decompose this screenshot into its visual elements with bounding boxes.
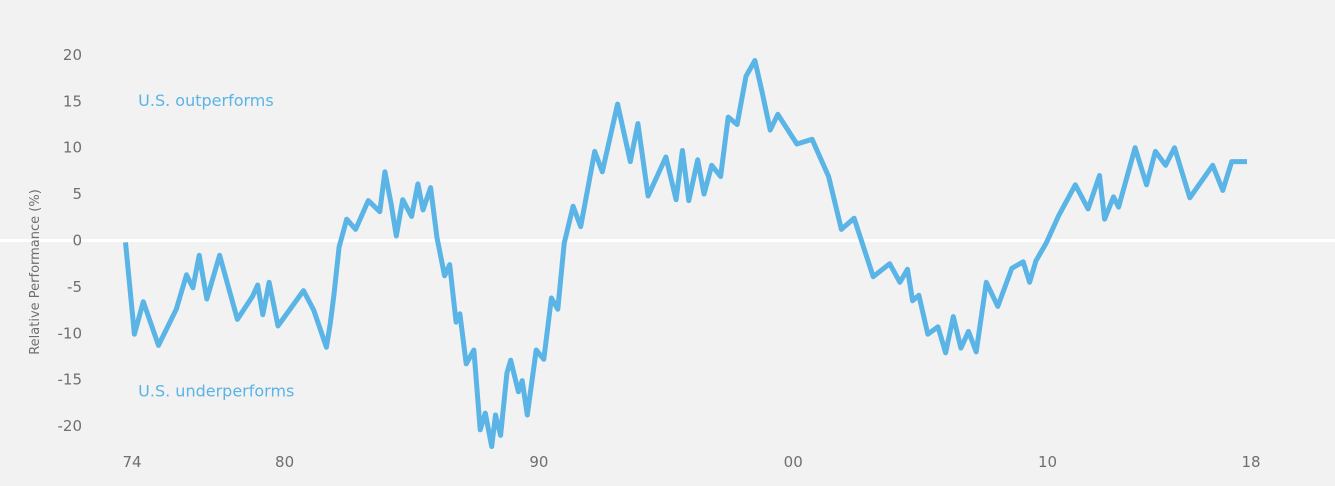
y-tick-label: -5 bbox=[67, 278, 82, 296]
annotation-underperforms: U.S. underperforms bbox=[138, 381, 294, 400]
y-tick-label: -10 bbox=[58, 324, 83, 342]
y-axis-title: Relative Performance (%) bbox=[28, 189, 43, 355]
x-tick-label: 10 bbox=[1038, 453, 1057, 471]
x-tick-label: 18 bbox=[1241, 453, 1260, 471]
y-tick-label: 15 bbox=[63, 92, 82, 110]
annotation-outperforms: U.S. outperforms bbox=[138, 91, 274, 110]
x-tick-label: 80 bbox=[275, 453, 294, 471]
x-tick-label: 00 bbox=[784, 453, 803, 471]
y-tick-label: 10 bbox=[63, 139, 82, 157]
x-tick-label: 74 bbox=[122, 453, 141, 471]
y-tick-label: 0 bbox=[72, 232, 82, 250]
y-tick-label: 5 bbox=[72, 185, 82, 203]
x-tick-label: 90 bbox=[529, 453, 548, 471]
y-tick-label: -20 bbox=[58, 417, 83, 435]
series-line-0 bbox=[123, 58, 1247, 449]
y-tick-label: -15 bbox=[58, 371, 83, 389]
y-tick-label: 20 bbox=[63, 46, 82, 64]
